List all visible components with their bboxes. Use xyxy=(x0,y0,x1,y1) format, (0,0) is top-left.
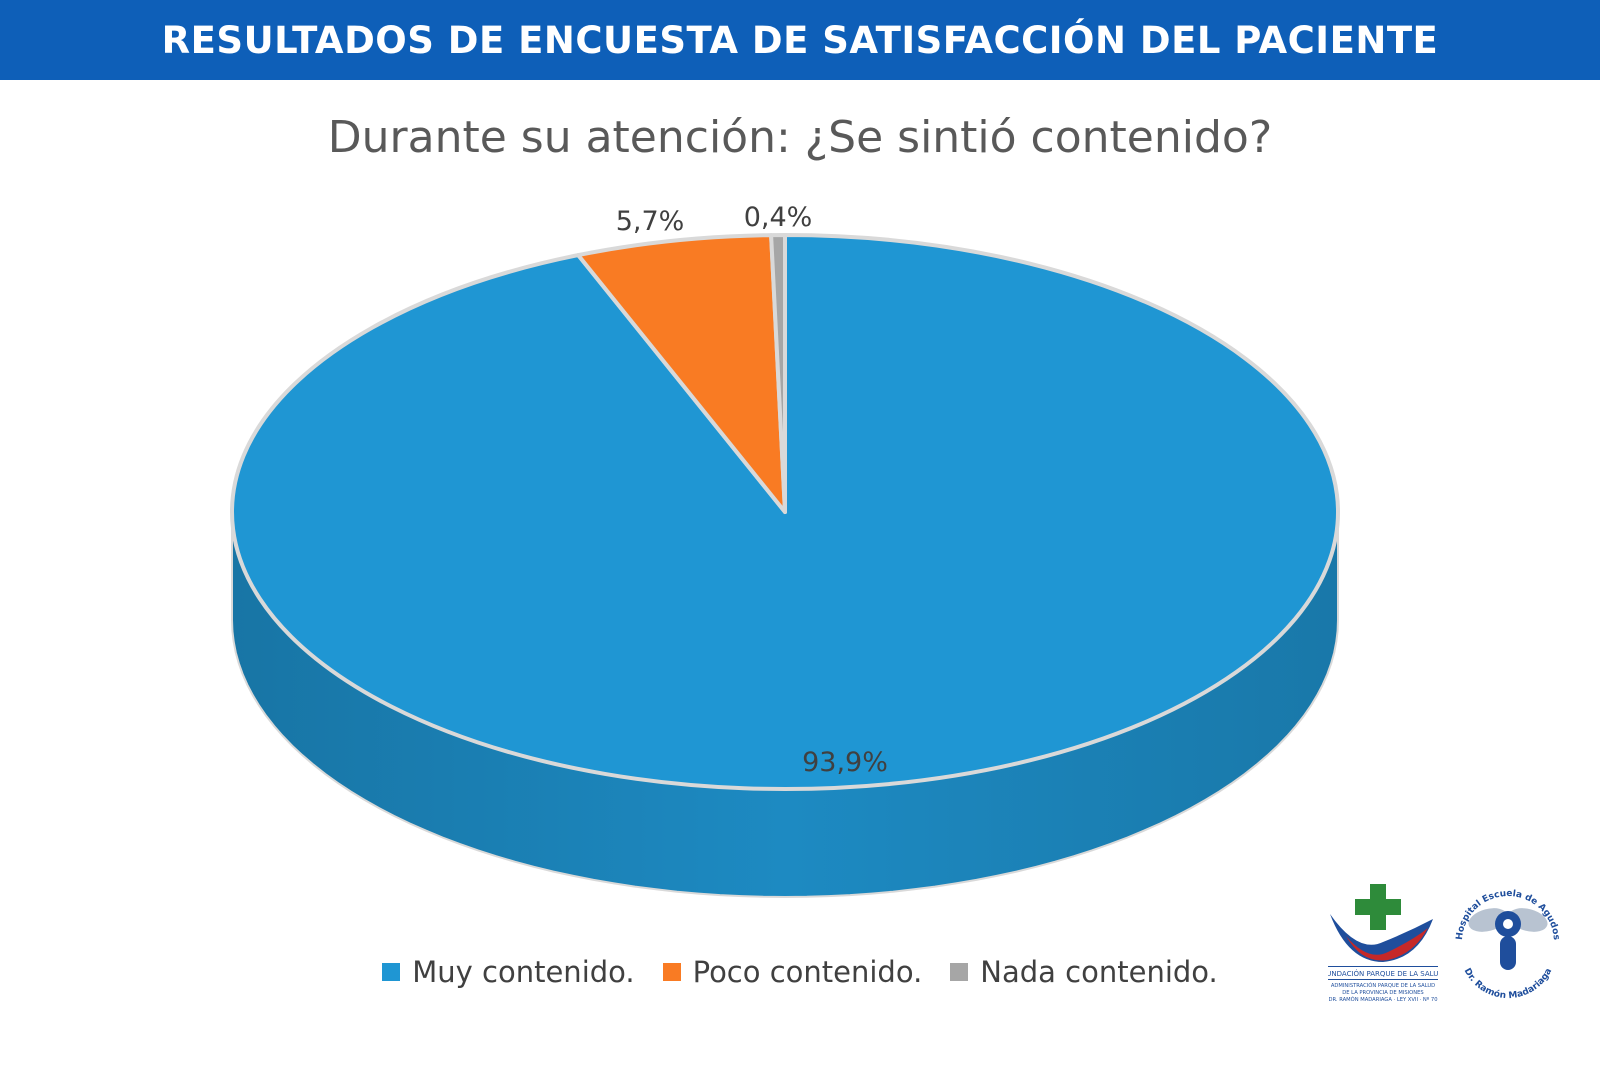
fundacion-logo: FUNDACIÓN PARQUE DE LA SALUD ADMINISTRAC… xyxy=(1328,884,1438,1003)
person-body-icon xyxy=(1500,936,1516,970)
legend-label-0: Muy contenido. xyxy=(412,955,635,989)
pie-slice-1 xyxy=(576,233,787,514)
wave-red-icon xyxy=(1346,928,1428,961)
pie-data-labels: 93,9% 5,7% 0,4% xyxy=(616,202,888,778)
pie-top-faces xyxy=(230,233,1340,791)
cross-icon-horizontal xyxy=(1355,899,1401,915)
svg-text:DR. RAMÓN MADARIAGA · LEY XVII: DR. RAMÓN MADARIAGA · LEY XVII · Nº 70 xyxy=(1329,996,1438,1003)
hospital-logo: Hospital Escuela de Agudos Dr. Ramón Mad… xyxy=(1455,889,1561,1001)
pie-chart: 93,9% 5,7% 0,4% xyxy=(230,202,1340,899)
svg-text:ADMINISTRACIÓN PARQUE DE LA SA: ADMINISTRACIÓN PARQUE DE LA SALUD xyxy=(1331,982,1435,989)
pie-slice-2 xyxy=(769,233,787,514)
svg-text:DE LA PROVINCIA DE MISIONES: DE LA PROVINCIA DE MISIONES xyxy=(1342,990,1423,996)
legend-label-1: Poco contenido. xyxy=(692,955,923,989)
svg-text:Dr. Ramón Madariaga: Dr. Ramón Madariaga xyxy=(1462,967,1555,1001)
data-label-2: 0,4% xyxy=(744,202,813,233)
legend-swatch-1 xyxy=(662,963,681,981)
legend-swatch-2 xyxy=(950,963,969,981)
data-label-0: 93,9% xyxy=(802,747,888,778)
legend-swatch-0 xyxy=(382,963,401,981)
legend-item-1: Poco contenido. xyxy=(662,955,923,989)
fundacion-name: FUNDACIÓN PARQUE DE LA SALUD xyxy=(1328,969,1438,978)
data-label-1: 5,7% xyxy=(616,206,685,237)
legend-item-2: Nada contenido. xyxy=(950,955,1218,989)
legend-item-0: Muy contenido. xyxy=(382,955,635,989)
header-title: RESULTADOS DE ENCUESTA DE SATISFACCIÓN D… xyxy=(161,18,1439,62)
pie-slice-0 xyxy=(230,233,1340,791)
chart-legend: Muy contenido. Poco contenido. Nada conten… xyxy=(0,955,1600,989)
chart-title: Durante su atención: ¿Se sintió contenid… xyxy=(327,112,1273,163)
header-banner: RESULTADOS DE ENCUESTA DE SATISFACCIÓN D… xyxy=(0,0,1600,80)
legend-label-2: Nada contenido. xyxy=(980,955,1218,989)
